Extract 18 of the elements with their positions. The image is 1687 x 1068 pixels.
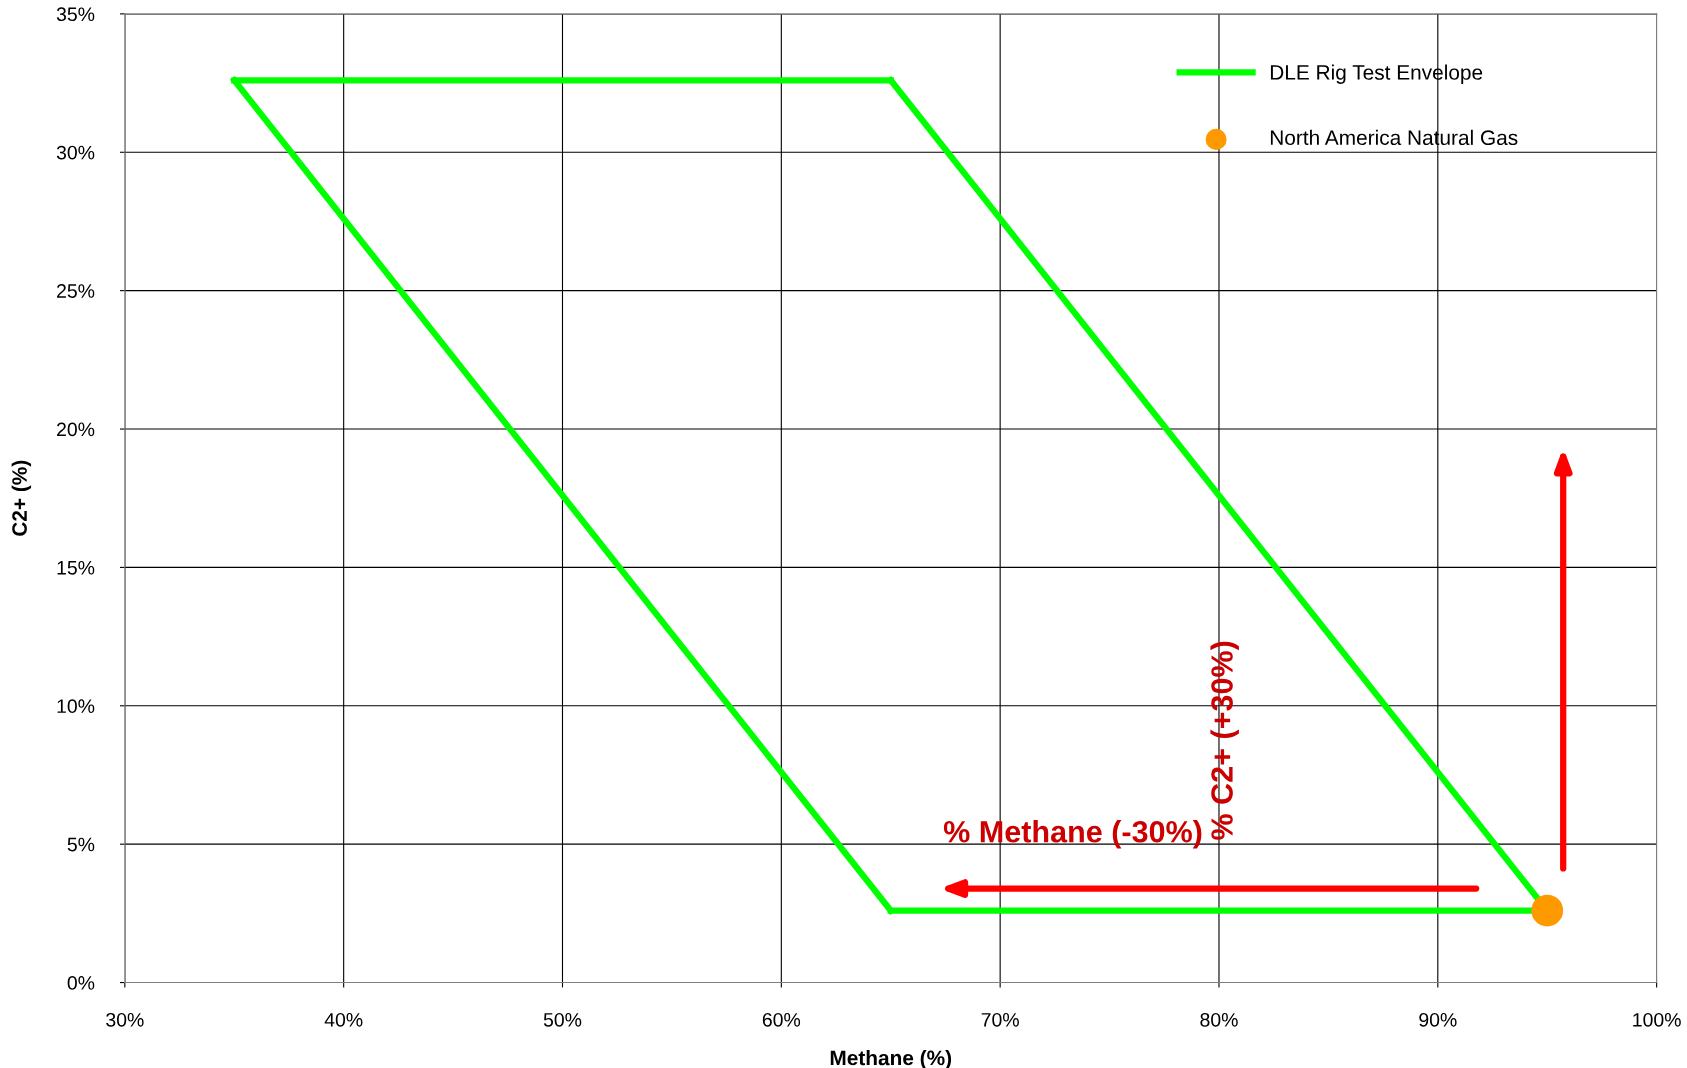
x-tick-label: 90% (1419, 1012, 1457, 1027)
x-tick-label: 70% (981, 1012, 1019, 1027)
y-tick-label: 35% (56, 7, 95, 22)
y-tick-label: 5% (67, 837, 95, 852)
x-tick-label: 100% (1633, 1012, 1681, 1027)
y-axis-title: C2+ (%) (11, 460, 32, 536)
y-tick-label: 0% (67, 976, 95, 990)
x-tick-label: 30% (106, 1012, 144, 1027)
y-tick-label: 25% (57, 284, 95, 298)
x-tick-label: 40% (324, 1012, 363, 1027)
x-tick-label: 50% (543, 1012, 582, 1027)
y-tick-label: 30% (56, 145, 95, 160)
y-tick-label: 15% (57, 560, 95, 575)
x-tick-label: 80% (1200, 1012, 1238, 1027)
annotation: % C2+ (+30%) (1210, 641, 1239, 840)
x-tick-label: 60% (762, 1012, 801, 1027)
y-tick-label: 20% (57, 422, 95, 437)
y-tick-label: 10% (57, 699, 95, 714)
